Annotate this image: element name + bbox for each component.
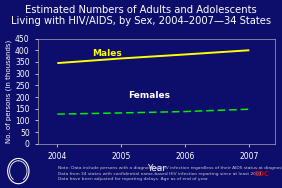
Y-axis label: No. of persons (in thousands): No. of persons (in thousands) bbox=[6, 39, 12, 143]
X-axis label: Year: Year bbox=[147, 164, 166, 173]
Text: Estimated Numbers of Adults and Adolescents: Estimated Numbers of Adults and Adolesce… bbox=[25, 5, 257, 15]
Text: CDC: CDC bbox=[253, 171, 269, 177]
Text: Females: Females bbox=[128, 91, 170, 100]
Text: Note: Data include persons with a diagnosis of HIV infection regardless of their: Note: Data include persons with a diagno… bbox=[58, 166, 282, 181]
Text: Males: Males bbox=[92, 49, 122, 58]
Text: Living with HIV/AIDS, by Sex, 2004–2007—34 States: Living with HIV/AIDS, by Sex, 2004–2007—… bbox=[11, 16, 271, 26]
